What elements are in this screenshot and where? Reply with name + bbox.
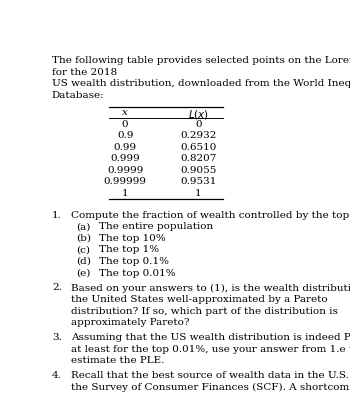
Text: The following table provides selected points on the Lorenz curve: The following table provides selected po… bbox=[52, 56, 350, 65]
Text: Compute the fraction of wealth controlled by the top 10% of: Compute the fraction of wealth controlle… bbox=[71, 211, 350, 220]
Text: 2.: 2. bbox=[52, 284, 62, 292]
Text: 0.6510: 0.6510 bbox=[180, 143, 217, 152]
Text: The top 10%: The top 10% bbox=[99, 234, 166, 243]
Text: 0.99999: 0.99999 bbox=[104, 177, 147, 186]
Text: Database:: Database: bbox=[52, 91, 105, 100]
Text: 0.8207: 0.8207 bbox=[180, 154, 217, 164]
Text: (d): (d) bbox=[76, 257, 91, 266]
Text: the Survey of Consumer Finances (SCF). A shortcoming of the: the Survey of Consumer Finances (SCF). A… bbox=[71, 383, 350, 392]
Text: approximately Pareto?: approximately Pareto? bbox=[71, 318, 190, 327]
Text: distribution? If so, which part of the distribution is: distribution? If so, which part of the d… bbox=[71, 307, 338, 316]
Text: Recall that the best source of wealth data in the U.S. is: Recall that the best source of wealth da… bbox=[71, 371, 350, 380]
Text: US wealth distribution, downloaded from the World Inequality: US wealth distribution, downloaded from … bbox=[52, 80, 350, 88]
Text: 1.: 1. bbox=[52, 211, 62, 220]
Text: 1: 1 bbox=[195, 189, 202, 198]
Text: The top 0.1%: The top 0.1% bbox=[99, 257, 169, 266]
Text: The top 0.01%: The top 0.01% bbox=[99, 268, 176, 277]
Text: (c): (c) bbox=[76, 245, 90, 255]
Text: 0: 0 bbox=[122, 120, 128, 129]
Text: at least for the top 0.01%, use your answer from 1.e to: at least for the top 0.01%, use your ans… bbox=[71, 345, 350, 353]
Text: 0.9: 0.9 bbox=[117, 131, 133, 140]
Text: (a): (a) bbox=[76, 222, 91, 231]
Text: 4.: 4. bbox=[52, 371, 62, 380]
Text: 1: 1 bbox=[122, 189, 128, 198]
Text: $L(x)$: $L(x)$ bbox=[188, 108, 209, 121]
Text: 0.9531: 0.9531 bbox=[180, 177, 217, 186]
Text: (b): (b) bbox=[76, 234, 91, 243]
Text: for the 2018: for the 2018 bbox=[52, 68, 117, 77]
Text: The top 1%: The top 1% bbox=[99, 245, 160, 255]
Text: The entire population: The entire population bbox=[99, 222, 214, 231]
Text: 0.2932: 0.2932 bbox=[180, 131, 217, 140]
Text: 3.: 3. bbox=[52, 333, 62, 342]
Text: 0.99: 0.99 bbox=[113, 143, 137, 152]
Text: 0.9999: 0.9999 bbox=[107, 166, 143, 175]
Text: 0.999: 0.999 bbox=[110, 154, 140, 164]
Text: Assuming that the US wealth distribution is indeed Pareto,: Assuming that the US wealth distribution… bbox=[71, 333, 350, 342]
Text: the United States well-approximated by a Pareto: the United States well-approximated by a… bbox=[71, 295, 328, 304]
Text: x: x bbox=[122, 108, 128, 117]
Text: 0.9055: 0.9055 bbox=[180, 166, 217, 175]
Text: estimate the PLE.: estimate the PLE. bbox=[71, 356, 165, 365]
Text: (e): (e) bbox=[76, 268, 91, 277]
Text: Based on your answers to (1), is the wealth distribution in: Based on your answers to (1), is the wea… bbox=[71, 284, 350, 293]
Text: 0: 0 bbox=[195, 120, 202, 129]
